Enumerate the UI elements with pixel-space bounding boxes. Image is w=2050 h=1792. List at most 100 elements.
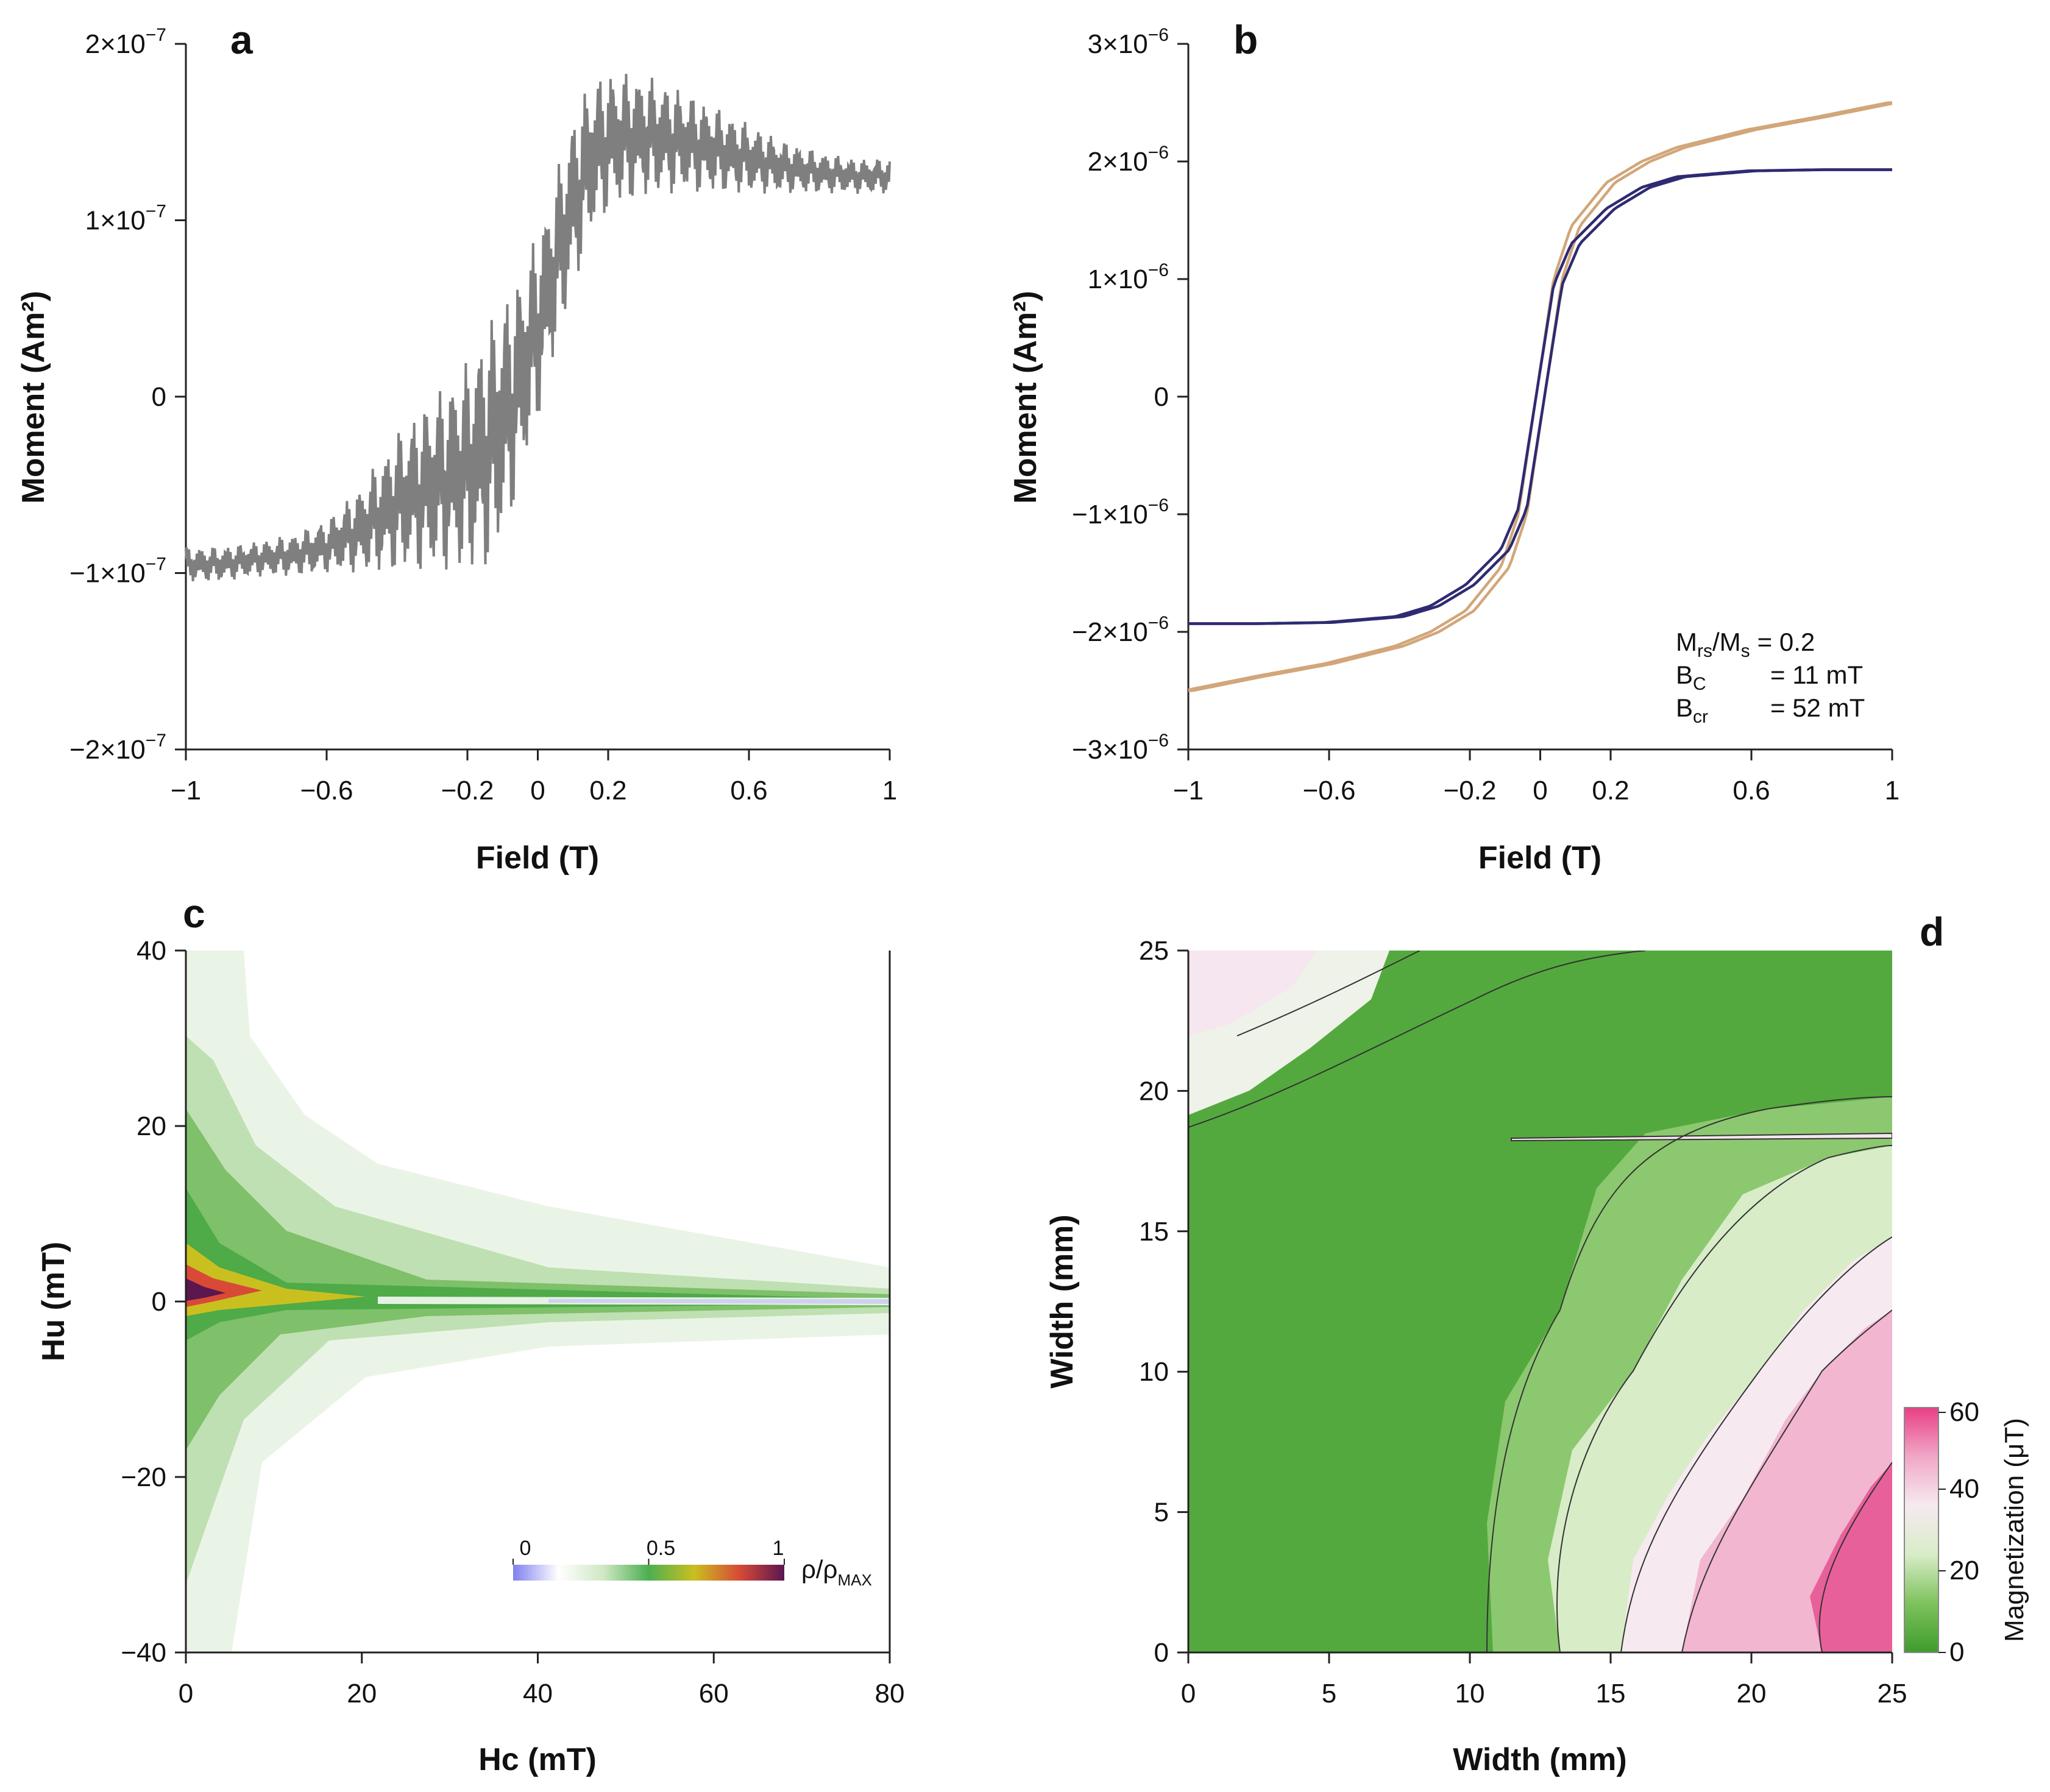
panel-b-x-tick-label: 1: [1885, 776, 1899, 806]
stat-bcr-main: B: [1676, 693, 1693, 722]
panel-b-y-tick-label: 0: [1154, 382, 1169, 412]
panel-d-x-tick-label: 15: [1596, 1679, 1626, 1709]
panel-a-x-axis-title: Field (T): [476, 840, 599, 876]
panel-c-region-mid: [186, 1109, 890, 1450]
panel-c-y-tick-label: 0: [152, 1287, 166, 1317]
panel-c-y-tick-label: 20: [137, 1111, 166, 1141]
panel-d-x-ticks: 0 5 10 15 20 25: [1181, 1652, 1907, 1709]
panel-b-x-tick-label: −0.2: [1444, 776, 1497, 806]
panel-c-colorbar-ticks: 0 0.5 1: [512, 1537, 785, 1565]
stat-bc: BC = 11 mT: [1676, 660, 1863, 695]
panel-d-colorbar-bar: [1904, 1407, 1939, 1653]
panel-c-region-high: [186, 1243, 366, 1316]
panel-a-x-tick-label: −0.2: [441, 776, 494, 806]
panel-letter-d: d: [1920, 909, 1944, 954]
panel-c-x-axis-title: Hc (mT): [478, 1742, 597, 1777]
panel-d-x-tick-label: 20: [1737, 1679, 1767, 1709]
panel-d-x-tick-label: 25: [1878, 1679, 1907, 1709]
panel-c-x-tick-label: 60: [699, 1679, 729, 1709]
panel-b-stats: Mrs/Ms = 0.2 BC = 11 mT Bcr = 52 mT: [1676, 628, 1865, 727]
panel-c-x-tick-label: 20: [347, 1679, 377, 1709]
panel-b-y-tick-label: 2×10−6: [1088, 143, 1169, 177]
stat-bc-value: = 11 mT: [1770, 660, 1863, 689]
panel-letter-c: c: [183, 891, 205, 936]
panel-d-white-streak: [1511, 1132, 1892, 1142]
panel-a-x-tick-label: 0.2: [589, 776, 626, 806]
panel-a-y-tick-label: −1×10−7: [69, 554, 166, 589]
panel-a-noisy-moment-line: [185, 74, 891, 582]
panel-b-y-tick-label: −2×10−6: [1072, 613, 1169, 647]
panel-c-x-tick-label: 80: [875, 1679, 905, 1709]
panel-b-y-tick-label: −1×10−6: [1072, 495, 1169, 529]
panel-b-x-tick-label: −0.6: [1303, 776, 1356, 806]
stat-mrs-main: M: [1676, 628, 1697, 656]
panel-a-y-ticks: 2×10−7 1×10−7 0 −1×10−7 −2×10−7: [69, 25, 186, 765]
panel-d-y-axis-title: Width (mm): [1045, 1214, 1080, 1388]
panel-a-x-tick-label: −1: [171, 776, 201, 806]
panel-d-colorbar: 60 40 20 0 Magnetization (μT): [1904, 1397, 2029, 1667]
stat-bcr-value: = 52 mT: [1770, 693, 1865, 722]
panel-c-y-tick-label: −40: [121, 1638, 166, 1668]
panel-a-x-tick-label: 0.6: [730, 776, 767, 806]
panel-d-colorbar-label: Magnetization (μT): [1999, 1418, 2029, 1642]
panel-c-density-map: [186, 951, 890, 1652]
panel-b-series-corrected-branch: [1188, 168, 1892, 625]
panel-d-y-tick-label: 5: [1154, 1498, 1169, 1528]
stat-mrs-sub: rs: [1697, 641, 1712, 661]
stat-bc-sub: C: [1693, 674, 1706, 694]
panel-d-x-tick-label: 0: [1181, 1679, 1196, 1709]
panel-b-series-corrected-branch: [1188, 168, 1892, 625]
panel-letter-a: a: [230, 17, 254, 62]
panel-b-x-tick-label: 0: [1533, 776, 1547, 806]
panel-c-x-tick-label: 40: [523, 1679, 553, 1709]
panel-b-x-ticks: −1 −0.6 −0.2 0 0.2 0.6 1: [1173, 749, 1899, 806]
panel-c-y-tick-label: −20: [121, 1462, 166, 1492]
panel-d-colorbar-ticks: 60 40 20 0: [1938, 1397, 1979, 1667]
panel-b-y-ticks: 3×10−6 2×10−6 1×10−6 0 −1×10−6 −2×10−6 −3×10−6: [1072, 25, 1188, 765]
panel-d-region-topleft-pink: [1188, 951, 1316, 1036]
stat-mrs-ms: Mrs/Ms = 0.2: [1676, 628, 1815, 661]
panel-d-contour-4: [1556, 1145, 1892, 1652]
panel-d-y-tick-label: 10: [1139, 1357, 1169, 1387]
panel-d-contour-2: [1188, 951, 1646, 1128]
panel-b-y-tick-label: 1×10−6: [1088, 260, 1169, 294]
panel-c-colorbar-label: ρ/ρMAX: [801, 1555, 872, 1589]
panel-c-y-ticks: 40 20 0 −20 −40: [121, 936, 186, 1668]
panel-c-colorbar-bar: [513, 1565, 784, 1581]
panel-d-y-tick-label: 0: [1154, 1638, 1169, 1668]
panel-b-x-tick-label: 0.2: [1592, 776, 1629, 806]
panel-c-colorbar-label-sub: MAX: [837, 1571, 871, 1589]
panel-b-y-tick-label: −3×10−6: [1072, 731, 1169, 765]
panel-c-colorbar-tick-label: 0.5: [647, 1537, 675, 1560]
stat-bcr-sub: cr: [1693, 707, 1708, 727]
stat-bc-main: B: [1676, 660, 1693, 689]
panel-c-colorbar: 0 0.5 1 ρ/ρMAX: [512, 1537, 872, 1589]
panel-a-y-tick-label: −2×10−7: [69, 731, 166, 765]
panel-d-colorbar-tick-label: 60: [1949, 1397, 1979, 1427]
panel-b: b 3×10−6 2×10−6 1×10−6 0 −1×10−6 −2×10−6 −3×10…: [1008, 17, 1899, 876]
panel-a-y-tick-label: 0: [152, 382, 166, 412]
panel-c-y-axis-title: Hu (mT): [36, 1242, 71, 1361]
panel-b-series-uncorrected-branch: [1188, 101, 1892, 692]
panel-d-region-hotpink: [1810, 1462, 1892, 1652]
panel-a-x-tick-label: 1: [882, 776, 897, 806]
panel-b-y-axis-title: Moment (Am²): [1008, 291, 1043, 504]
panel-letter-b: b: [1233, 17, 1258, 62]
panel-c-colorbar-tick-label: 0: [520, 1537, 531, 1560]
panel-d-contour-1: [1236, 951, 1420, 1036]
panel-a-x-tick-label: −0.6: [300, 776, 353, 806]
panel-d-y-ticks: 25 20 15 10 5 0: [1139, 936, 1188, 1668]
panel-a-y-axis-title: Moment (Am²): [16, 291, 51, 504]
panel-d-contour-7: [1818, 1462, 1892, 1652]
panel-c-x-ticks: 0 20 40 60 80: [179, 1652, 905, 1709]
stat-mrs-slash: /M: [1712, 628, 1741, 656]
panel-c-y-tick-label: 40: [137, 936, 166, 966]
panel-c-negative-band: [548, 1299, 890, 1304]
panel-c-colorbar-tick-label: 1: [773, 1537, 784, 1560]
panel-d-x-tick-label: 5: [1322, 1679, 1336, 1709]
panel-a-x-ticks: −1 −0.6 −0.2 0 0.2 0.6 1: [171, 749, 897, 806]
panel-a: a 2×10−7 1×10−7 0 −1×10−7 −2×10−7 −1 −0.6 −0.2…: [16, 17, 897, 876]
panel-b-loops: [1188, 101, 1893, 692]
panel-b-x-axis-title: Field (T): [1478, 840, 1601, 876]
